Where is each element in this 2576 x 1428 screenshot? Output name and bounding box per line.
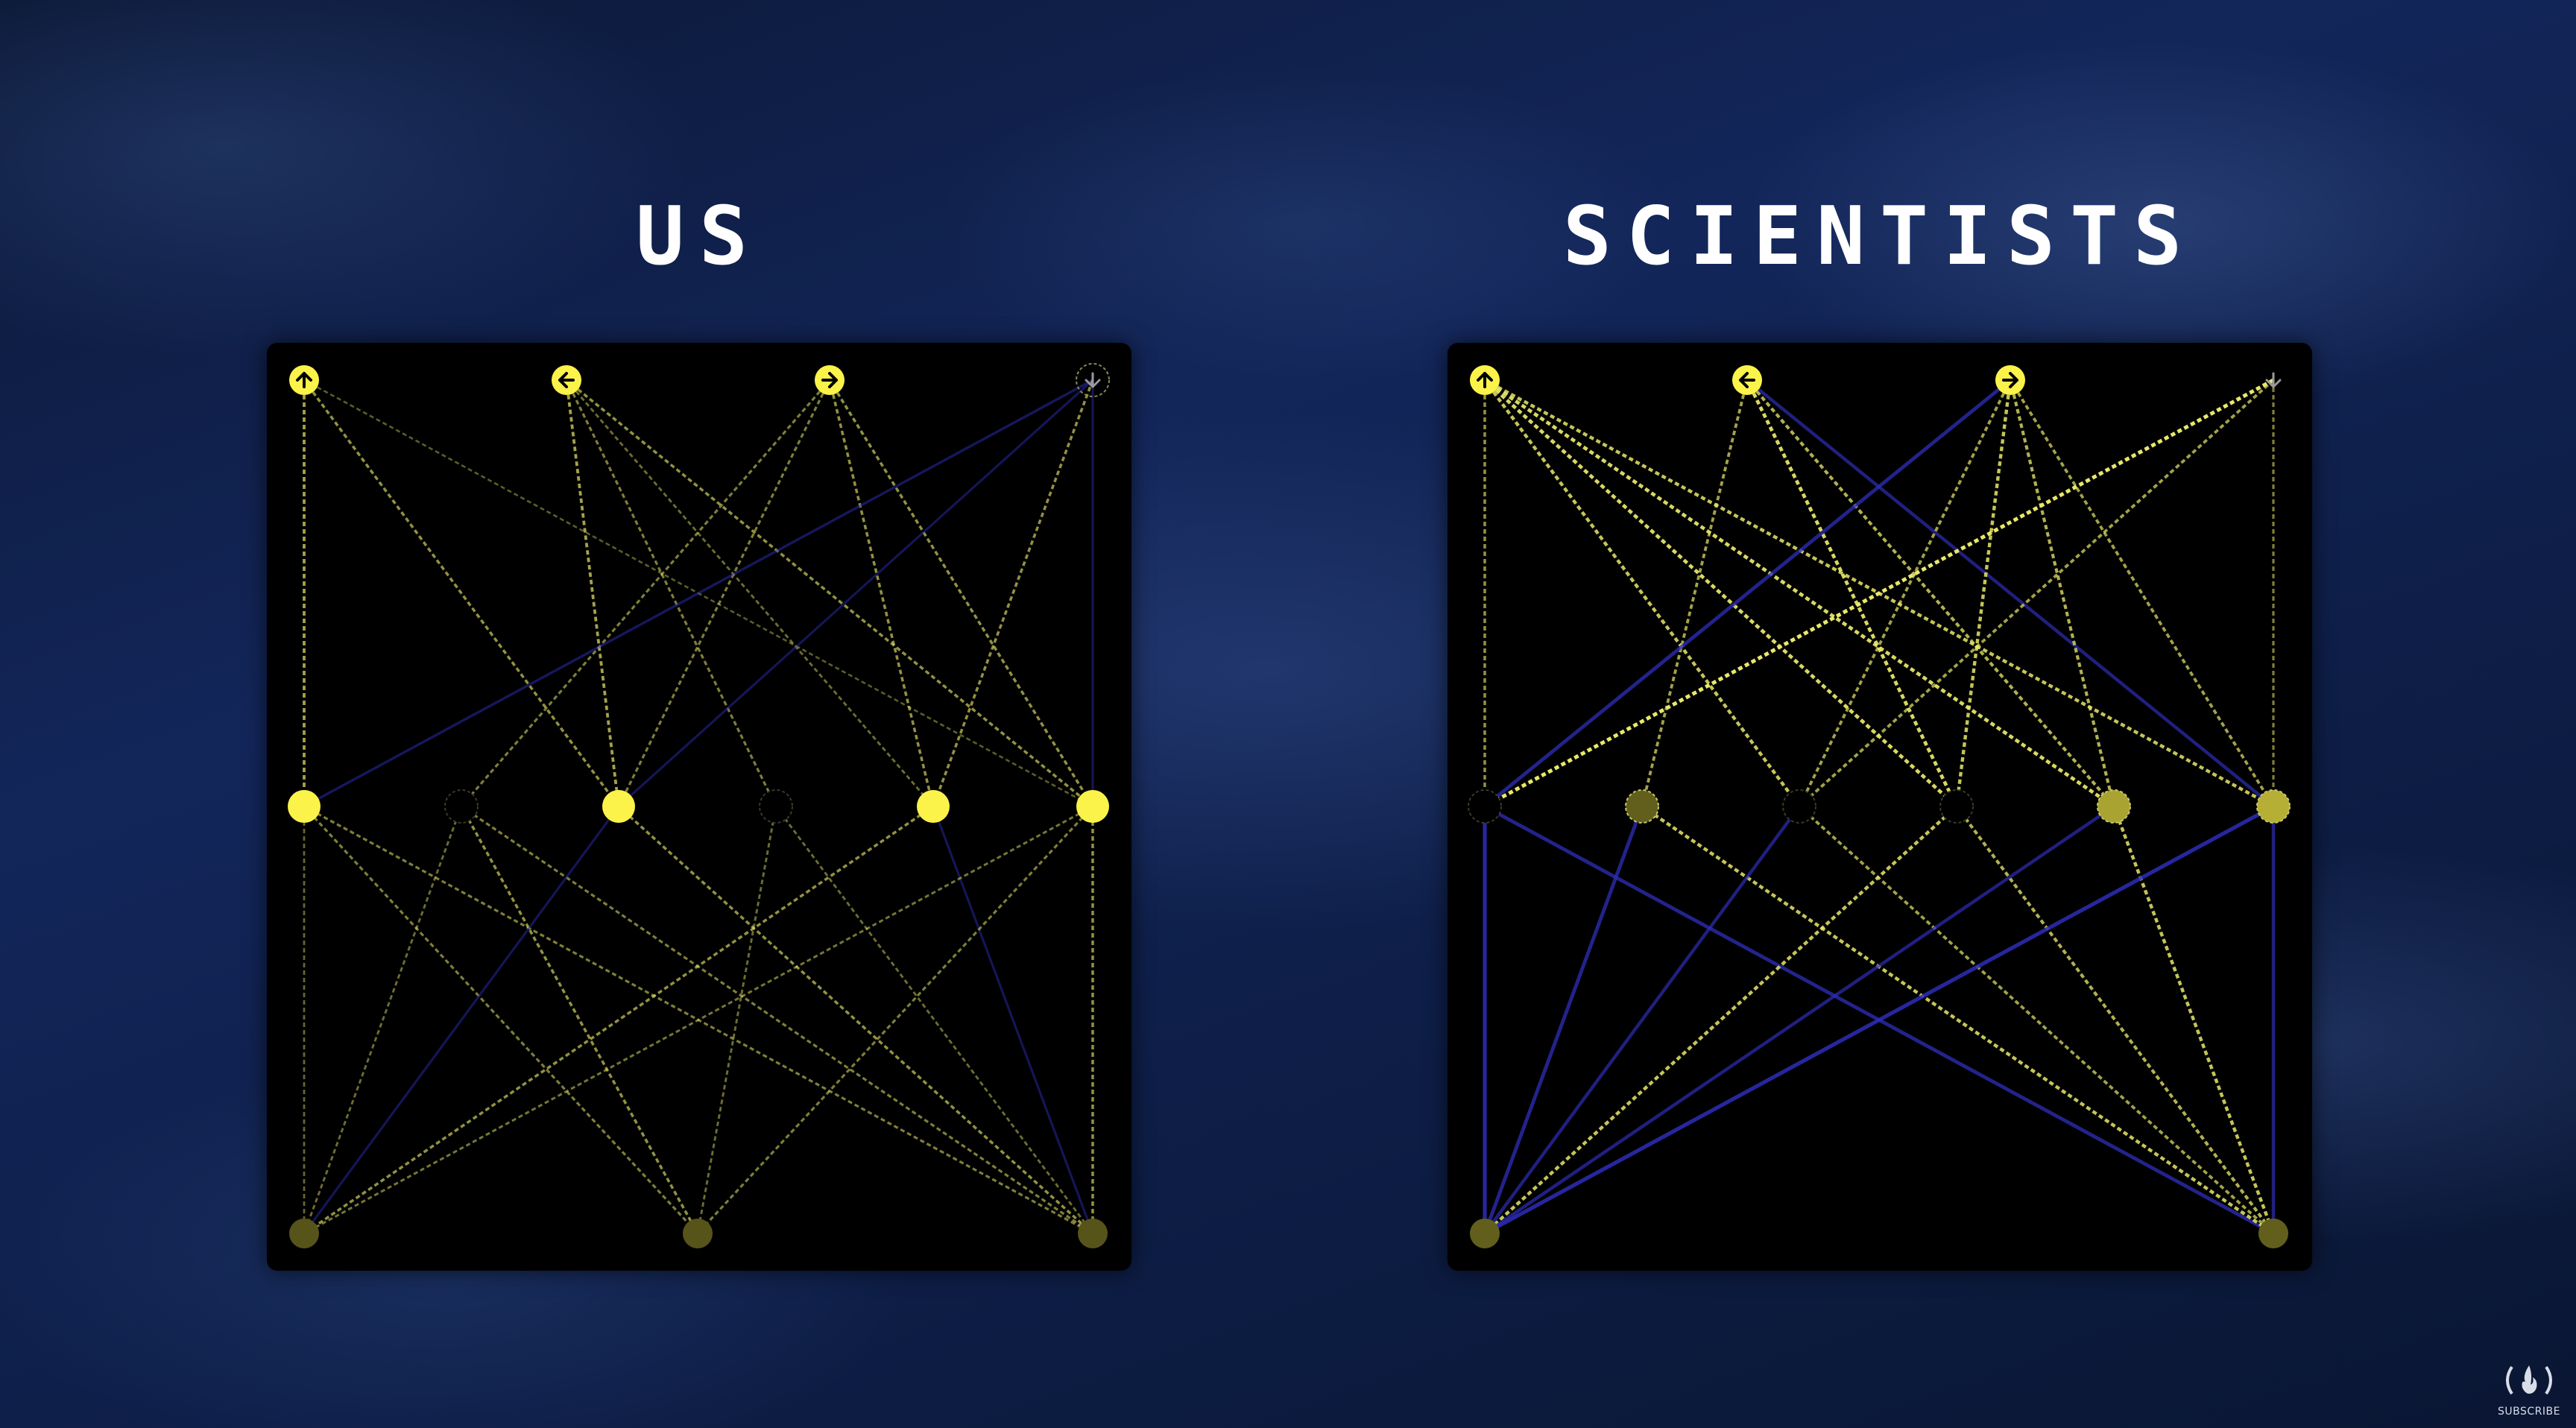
connection-i1-h2 [565,379,620,807]
connection-i1-h4 [565,379,935,807]
input-node-arrow-left-icon [1732,365,1762,395]
output-layer [1470,1219,2288,1248]
hidden-node [2256,789,2291,824]
connection-h3-o1 [1955,805,2275,1235]
connection-i2-h2 [1798,379,2012,807]
connection-h1-o1 [460,806,699,1234]
output-node [1470,1219,1500,1248]
connections [1483,378,2276,1236]
title-scientists: SCIENTISTS [1562,190,2197,283]
connection-i3-h2 [617,379,1094,808]
hidden-node [759,789,793,824]
hidden-node [1468,789,1502,824]
input-node-arrow-down-icon [1076,363,1110,397]
connection-i1-h5 [1746,379,2275,808]
connection-i1-h3 [565,379,777,807]
connection-h0-o1 [303,805,699,1235]
output-node [683,1219,713,1248]
arrow-up-icon [296,372,312,388]
arrow-down-icon [2265,372,2282,388]
connection-h1-o2 [461,805,1093,1235]
connection-i1-h1 [1641,379,1749,807]
connection-i2-h3 [1954,379,2012,807]
connection-i2-h2 [617,379,831,807]
connection-h1-o1 [1641,805,2275,1235]
arrow-right-icon [2002,372,2018,388]
connection-i0-h3 [1483,379,1958,808]
hidden-node [1782,789,1816,824]
output-layer [289,1219,1108,1248]
connection-i2-h5 [2009,379,2275,807]
hidden-node [2097,789,2131,824]
network-panel-us [267,343,1131,1271]
connection-i0-h2 [1483,379,1801,808]
connection-h1-o0 [1483,806,1644,1234]
output-node [289,1219,319,1248]
hidden-node [917,790,950,823]
connection-i2-h0 [1483,379,2012,808]
connection-h4-o0 [303,805,934,1235]
connection-i2-h5 [828,379,1094,807]
input-layer [289,363,1110,397]
network-diagram-us [288,363,1110,1248]
connection-h3-o0 [1483,805,1958,1235]
connection-i1-h4 [1746,379,2115,808]
arrow-up-icon [1477,372,1493,388]
arrow-right-icon [821,372,838,388]
hidden-layer [1468,789,2291,824]
input-node-arrow-down-icon [2265,372,2282,388]
input-node-arrow-up-icon [289,365,319,395]
connection-i1-h5 [565,379,1094,808]
connection-i2-h1 [460,379,831,808]
connection-h2-o0 [303,806,620,1234]
connection-i2-h4 [828,379,935,807]
connection-h2-o1 [1798,805,2275,1235]
connection-i3-h4 [932,379,1094,807]
arrow-left-icon [558,372,575,388]
output-node [1078,1219,1108,1248]
hidden-node [288,790,321,823]
hidden-node [1939,789,1974,824]
connection-i1-h3 [1745,379,1959,808]
connection-h4-o0 [1483,805,2115,1235]
connection-i3-h2 [1798,379,2275,808]
connection-h2-o2 [617,805,1094,1235]
connections [303,379,1094,1235]
hidden-node [602,790,635,823]
connection-h5-o0 [303,805,1093,1235]
connection-i0-h4 [1483,379,2115,808]
connection-h5-o0 [1483,804,2275,1236]
freecodecamp-logo-icon [2506,1365,2552,1395]
subscribe-label: SUBSCRIBE [2498,1406,2560,1418]
connection-h2-o0 [1483,805,1801,1235]
connection-i2-h4 [2009,379,2115,807]
connection-i0-h2 [303,379,620,808]
connection-h3-o2 [774,806,1094,1234]
hidden-layer [288,789,1109,824]
connection-h5-o1 [696,805,1094,1235]
arrow-down-icon [1085,372,1101,388]
connection-h1-o0 [303,806,463,1234]
subscribe-watermark[interactable]: SUBSCRIBE [2496,1358,2563,1418]
input-node-arrow-right-icon [1995,365,2025,395]
connection-h4-o2 [932,806,1094,1234]
hidden-node [1076,790,1109,823]
connection-h4-o1 [2112,806,2276,1234]
connection-h3-o1 [696,806,777,1234]
input-node-arrow-left-icon [552,365,581,395]
output-node [2258,1219,2288,1248]
network-panel-scientists [1448,343,2312,1271]
connection-i3-h0 [1483,378,2275,809]
input-node-arrow-right-icon [815,365,845,395]
input-node-arrow-up-icon [1470,365,1500,395]
network-diagram-scientists [1468,365,2291,1248]
arrow-left-icon [1739,372,1755,388]
hidden-node [1625,789,1659,824]
title-us: US [635,190,763,283]
input-layer [1470,365,2282,395]
hidden-node [444,789,479,824]
connection-i3-h0 [303,379,1093,808]
